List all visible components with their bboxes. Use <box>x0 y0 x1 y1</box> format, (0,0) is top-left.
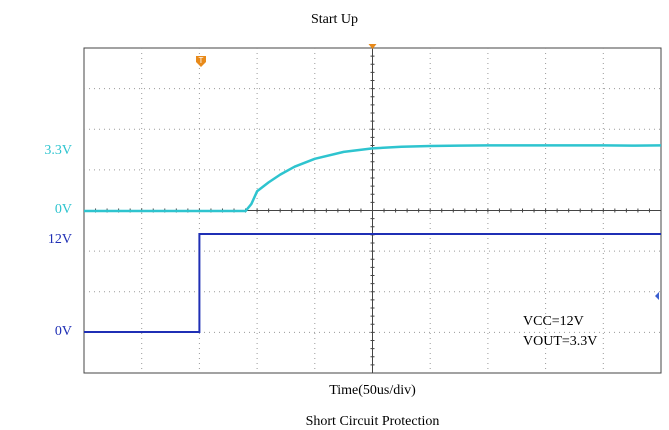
y-label-3v3: 3.3V <box>44 143 72 158</box>
annotation-vout: VOUT=3.3V <box>523 334 598 349</box>
trigger-position-marker <box>368 44 377 49</box>
trigger-marker-label: T <box>199 56 204 65</box>
vcc-trace <box>84 233 661 333</box>
chart-title: Start Up <box>310 12 359 27</box>
trigger-marker-icon <box>196 56 206 67</box>
y-label-12v: 12V <box>47 232 72 247</box>
annotation-vcc: VCC=12V <box>523 314 584 329</box>
y-label-vout-0v: 0V <box>54 202 72 217</box>
y-label-vcc-0v: 0V <box>54 324 72 339</box>
x-axis-label: Time(50us/div) <box>329 383 416 398</box>
channel-offset-marker <box>655 292 659 300</box>
next-chart-title: Short Circuit Protection <box>305 414 440 429</box>
vout-trace <box>84 144 662 213</box>
